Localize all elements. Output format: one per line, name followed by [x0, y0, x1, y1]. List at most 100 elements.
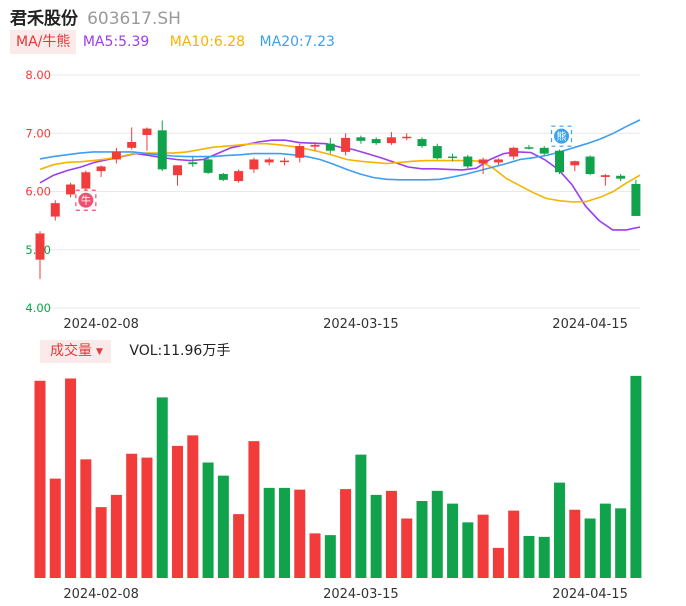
volume-date-label: 2024-02-08: [63, 587, 139, 602]
candle-body: [555, 150, 565, 173]
volume-bar: [630, 375, 642, 578]
volume-bar: [416, 501, 428, 578]
volume-bar: [538, 536, 550, 578]
candle-body: [96, 166, 106, 172]
volume-bar: [599, 503, 611, 578]
price-axis-label: 7.00: [25, 126, 51, 140]
volume-bar: [80, 459, 92, 578]
volume-bar: [324, 535, 336, 578]
volume-bar: [65, 378, 77, 578]
candle-body: [371, 139, 381, 144]
volume-bar: [110, 494, 122, 578]
candle-body: [325, 143, 335, 151]
candle-body: [417, 139, 427, 147]
candle-body: [463, 156, 473, 167]
ma20-legend: MA20:7.23: [259, 34, 335, 50]
candle-body: [478, 159, 488, 164]
candle-body: [570, 161, 580, 166]
candle-body: [249, 159, 259, 170]
candle-body: [341, 137, 351, 152]
volume-bar: [202, 462, 214, 578]
candle-body: [279, 160, 289, 163]
bear-marker-icon: [554, 128, 570, 144]
candle-body: [264, 159, 274, 163]
candle-body: [448, 156, 458, 159]
volume-bar: [294, 489, 306, 578]
candle-body: [631, 183, 641, 216]
volume-bar: [340, 489, 352, 578]
candle-body: [188, 162, 198, 165]
volume-bar: [217, 475, 229, 578]
volume-bar: [355, 454, 367, 578]
volume-bar: [584, 518, 596, 578]
candle-body: [66, 184, 76, 195]
candle-body: [616, 175, 626, 179]
volume-bar: [370, 494, 382, 578]
candle-body: [127, 141, 137, 148]
volume-value: VOL:11.96万手: [129, 343, 231, 359]
candle-body: [310, 144, 320, 147]
volume-indicator-selector[interactable]: 成交量 ▼: [40, 340, 111, 363]
volume-bar: [569, 509, 581, 578]
stock-header: 君禾股份 603617.SH: [10, 4, 181, 29]
candle-body: [402, 136, 412, 139]
volume-bar: [431, 490, 443, 578]
price-date-label: 2024-03-15: [323, 317, 399, 332]
ma-indicator-selector[interactable]: MA/牛熊: [10, 30, 77, 54]
price-date-label: 2024-02-08: [63, 317, 139, 332]
candle-body: [493, 159, 503, 163]
volume-bar: [523, 536, 535, 578]
stock-code: 603617.SH: [87, 9, 181, 29]
volume-selector-label: 成交量: [50, 343, 92, 359]
candle-body: [386, 137, 396, 144]
volume-bar: [34, 380, 46, 578]
candle-body: [157, 130, 167, 170]
candle-body: [81, 172, 91, 189]
volume-bar: [401, 518, 413, 578]
volume-bar: [309, 533, 321, 578]
volume-bar: [156, 397, 168, 578]
volume-bar: [462, 522, 474, 578]
stock-name: 君禾股份: [10, 9, 78, 29]
volume-bar: [447, 503, 459, 578]
candle-body: [203, 159, 213, 173]
price-axis-label: 6.00: [25, 185, 51, 199]
price-axis-label: 8.00: [25, 68, 51, 82]
volume-date-label: 2024-03-15: [323, 587, 399, 602]
volume-bar: [248, 441, 260, 578]
bear-marker-frame: [550, 125, 573, 147]
candle-body: [234, 171, 244, 182]
candle-body: [295, 146, 305, 158]
candle-body: [432, 146, 442, 159]
candle-body: [218, 174, 228, 180]
volume-bar: [263, 487, 275, 578]
bull-marker-frame: [75, 189, 97, 211]
candle-body: [509, 147, 519, 157]
ma10-legend: MA10:6.28: [169, 34, 246, 50]
volume-bar: [554, 482, 566, 578]
caret-down-icon: ▼: [96, 347, 103, 357]
bull-marker-icon: [78, 192, 94, 208]
candle-body: [35, 233, 45, 260]
volume-bar: [126, 453, 138, 578]
volume-bar: [141, 457, 153, 578]
candle-body: [524, 147, 534, 149]
volume-bar: [95, 507, 107, 578]
volume-bar: [49, 478, 61, 578]
candle-body: [600, 175, 610, 177]
volume-bar: [492, 547, 504, 578]
volume-legend: 成交量 ▼ VOL:11.96万手: [40, 340, 231, 363]
price-date-label: 2024-04-15: [552, 317, 628, 332]
volume-bar: [233, 514, 245, 578]
ma20-line: [39, 119, 641, 181]
ma-legend: MA/牛熊 MA5:5.39 MA10:6.28 MA20:7.23: [10, 30, 335, 54]
volume-bar: [385, 490, 397, 578]
candle-body: [356, 137, 366, 141]
volume-bar: [477, 514, 489, 578]
volume-bar: [278, 487, 290, 578]
candle-body: [111, 151, 121, 160]
candle-body: [539, 147, 549, 154]
candle-body: [173, 165, 183, 176]
ma5-legend: MA5:5.39: [82, 34, 150, 50]
